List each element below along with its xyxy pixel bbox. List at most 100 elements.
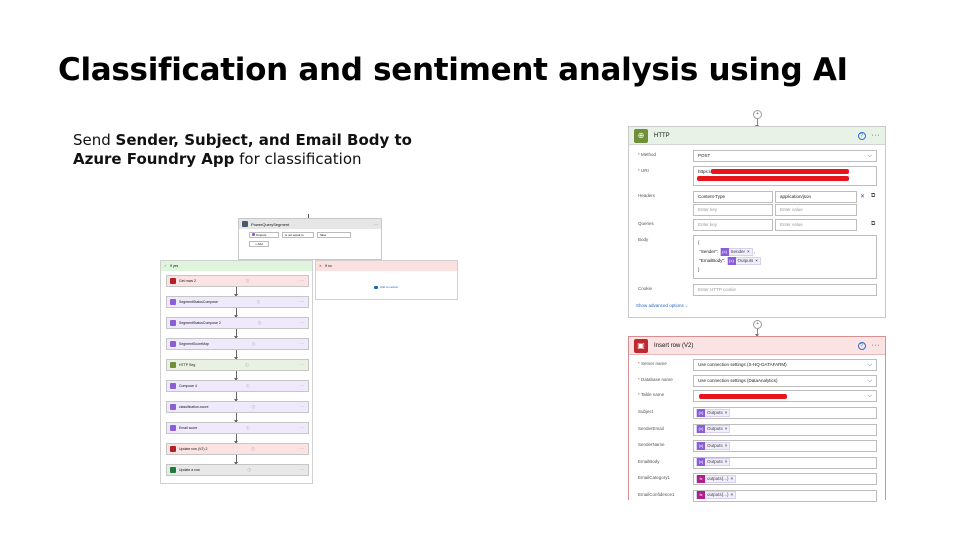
flow-action[interactable]: Update row (V2) 2 ⓘ ··· — [166, 443, 309, 455]
condition-add-button[interactable]: + Add — [249, 241, 269, 247]
help-icon[interactable]: ⓘ — [251, 341, 256, 346]
flow-action-label: Compose 4 — [179, 384, 197, 388]
more-icon[interactable]: ··· — [871, 132, 880, 139]
subtitle-emphasis: Sender, Subject, and Email Body to Azure… — [73, 131, 412, 168]
dynamic-token[interactable]: {x} Outputs × — [696, 425, 731, 434]
more-icon[interactable]: ··· — [298, 279, 305, 283]
field-input[interactable]: {x} Outputs × — [693, 423, 877, 436]
flow-connector-arrow — [234, 455, 238, 465]
flow-action[interactable]: SegmentStatusCompose 2 ⓘ ··· — [166, 317, 309, 329]
http-card-header[interactable]: ⊕ HTTP ? ··· — [629, 127, 885, 145]
dynamic-token[interactable]: {x} Outputs × — [696, 458, 731, 467]
flow-action-label: Email score — [179, 426, 198, 430]
condition-right-operand[interactable]: false — [317, 232, 351, 238]
slide-subtitle: Send Sender, Subject, and Email Body to … — [73, 131, 412, 168]
help-icon[interactable]: ? — [857, 131, 866, 140]
flow-action[interactable]: SegmentScoreMap ⓘ ··· — [166, 338, 309, 350]
more-icon[interactable]: ··· — [298, 405, 305, 409]
flow-action[interactable]: classification-score ⓘ ··· — [166, 401, 309, 413]
field-input[interactable]: fx outputs(...) × — [693, 489, 877, 502]
help-icon[interactable]: ⓘ — [251, 404, 256, 409]
compose-icon: {x} — [720, 247, 729, 256]
help-icon[interactable]: ⓘ — [247, 467, 251, 472]
query-key-input[interactable]: Enter key — [693, 219, 773, 231]
connector-pin[interactable]: + — [753, 320, 762, 329]
insert-row-card-header[interactable]: ▣ Insert row (V2) ? ··· — [629, 337, 885, 355]
flow-overview: PowerQuerySegment ··· Outputs is not equ… — [160, 214, 460, 484]
help-icon[interactable]: ⓘ — [245, 383, 250, 388]
flow-action[interactable]: HTTP Seg ⓘ ··· — [166, 359, 309, 371]
flow-action[interactable]: SegmentStatusCompose ⓘ ··· — [166, 296, 309, 308]
chevron-down-icon: ⌵ — [867, 378, 872, 384]
http-card-title: HTTP — [654, 132, 670, 139]
action-icon — [170, 467, 176, 473]
more-icon[interactable]: ··· — [298, 300, 305, 304]
flow-action[interactable]: Email score ⓘ ··· — [166, 422, 309, 434]
flow-action-label: SegmentStatusCompose 2 — [179, 321, 221, 325]
more-icon[interactable]: ··· — [871, 342, 880, 349]
field-input[interactable]: {x} Outputs × — [693, 456, 877, 469]
redaction-bar — [699, 394, 787, 399]
more-icon[interactable]: ··· — [298, 342, 305, 346]
flow-connector-arrow — [234, 287, 238, 297]
more-icon[interactable]: ··· — [298, 426, 305, 430]
field-input[interactable]: {x} Outputs × — [693, 440, 877, 452]
header-value-input[interactable]: application/json — [775, 191, 857, 203]
flow-action[interactable]: Get rows 2 ⓘ ··· — [166, 275, 309, 287]
help-icon[interactable]: ⓘ — [251, 446, 255, 451]
more-icon[interactable]: ··· — [374, 221, 378, 227]
switch-mode-icon[interactable]: ⧉ — [871, 193, 876, 199]
server-name-select[interactable]: Use connection settings (S-HQ-DATAFARM) ⌵ — [693, 359, 877, 371]
body-editor[interactable]: { "Sender": {x} Sender × , "EmailBody": {… — [693, 235, 877, 279]
branch-no-header[interactable]: ✕ If no — [316, 261, 457, 271]
help-icon[interactable]: ⓘ — [245, 362, 249, 367]
help-icon[interactable]: ⓘ — [245, 278, 249, 283]
connector-pin[interactable]: + — [753, 110, 762, 119]
token-icon: fx — [697, 474, 705, 483]
condition-card[interactable]: PowerQuerySegment ··· Outputs is not equ… — [238, 218, 382, 260]
delete-icon[interactable]: ✕ — [860, 194, 866, 200]
branch-if-yes: ✓ If yes Get rows 2 ⓘ ··· SegmentStatusComp… — [160, 260, 313, 484]
header-key-empty[interactable]: Enter key — [693, 204, 773, 216]
branch-yes-header[interactable]: ✓ If yes — [161, 261, 312, 271]
condition-left-operand[interactable]: Outputs — [249, 232, 279, 238]
database-name-select[interactable]: Use connection settings (DataAnalytics) ⌵ — [693, 375, 877, 387]
condition-operator[interactable]: is not equal to — [282, 232, 314, 238]
cookie-input[interactable]: Enter HTTP cookie — [693, 284, 877, 296]
help-icon[interactable]: ⓘ — [256, 299, 260, 304]
field-input[interactable]: {x} Outputs × — [693, 407, 877, 419]
query-value-input[interactable]: Enter value — [775, 219, 857, 231]
field-label: EmailBody — [638, 458, 660, 464]
more-icon[interactable]: ··· — [298, 363, 305, 367]
dynamic-token[interactable]: fx outputs(...) × — [696, 474, 737, 483]
more-icon[interactable]: ··· — [298, 321, 305, 325]
show-advanced-options-link[interactable]: Show advanced options ⌵ — [636, 303, 689, 308]
dynamic-token[interactable]: {x} Outputs × — [696, 408, 731, 417]
header-value-empty[interactable]: Enter value — [775, 204, 857, 216]
email-body-token[interactable]: {x} Outputs × — [726, 256, 761, 265]
more-icon[interactable]: ··· — [298, 468, 305, 472]
help-icon[interactable]: ⓘ — [246, 425, 250, 430]
flow-action[interactable]: Update a row ⓘ ··· — [166, 464, 309, 476]
token-icon: {x} — [697, 458, 705, 467]
flow-connector-arrow — [234, 329, 238, 339]
more-icon[interactable]: ··· — [298, 384, 305, 388]
help-icon[interactable]: ⓘ — [257, 320, 262, 325]
condition-header[interactable]: PowerQuerySegment ··· — [239, 219, 381, 229]
insert-row-card: ▣ Insert row (V2) ? ··· * Server name Us… — [628, 336, 886, 502]
method-select[interactable]: POST ⌵ — [693, 150, 877, 162]
help-icon[interactable]: ? — [857, 341, 866, 350]
header-key-input[interactable]: Content-Type — [693, 191, 773, 203]
flow-action-label: HTTP Seg — [179, 363, 196, 367]
add-action-button[interactable]: Add an action — [374, 285, 398, 289]
dynamic-token[interactable]: fx outputs(...) × — [696, 491, 737, 500]
switch-mode-icon[interactable]: ⧉ — [871, 221, 876, 227]
redaction-bar — [711, 169, 849, 174]
dynamic-token[interactable]: {x} Outputs × — [696, 441, 731, 450]
flow-action[interactable]: Compose 4 ⓘ ··· — [166, 380, 309, 392]
field-input[interactable]: fx outputs(...) × — [693, 473, 877, 485]
sender-token[interactable]: {x} Sender × — [719, 247, 753, 256]
chevron-down-icon: ⌵ — [867, 362, 872, 368]
more-icon[interactable]: ··· — [298, 447, 305, 451]
token-icon: {x} — [697, 425, 705, 434]
